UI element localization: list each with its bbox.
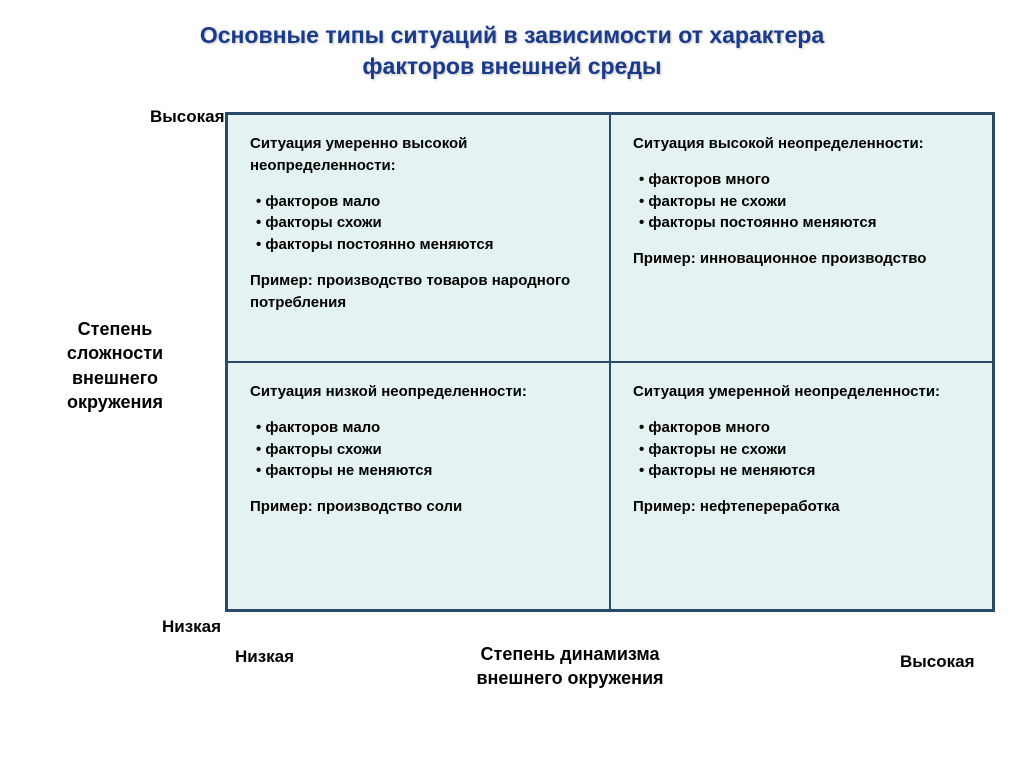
x-axis-low-label: Низкая: [235, 647, 294, 667]
x-axis-high-label: Высокая: [900, 652, 975, 672]
matrix-2x2: Ситуация умеренно высокой неопределеннос…: [225, 112, 995, 612]
title-line1: Основные типы ситуаций в зависимости от …: [200, 22, 824, 48]
cell-example: Пример: инновационное производство: [633, 248, 972, 270]
bullet-item: факторов много: [639, 169, 972, 191]
cell-top-left: Ситуация умеренно высокой неопределеннос…: [227, 114, 610, 362]
x-axis-label: Степень динамизма внешнего окружения: [470, 642, 670, 691]
bullet-item: факторы постоянно меняются: [639, 212, 972, 234]
bullet-item: факторы не схожи: [639, 191, 972, 213]
cell-bottom-right: Ситуация умеренной неопределенности: фак…: [610, 362, 993, 610]
cell-title: Ситуация умеренно высокой неопределеннос…: [250, 133, 589, 177]
cell-title: Ситуация высокой неопределенности:: [633, 133, 972, 155]
cell-bottom-left: Ситуация низкой неопределенности: фактор…: [227, 362, 610, 610]
bullet-list: факторов много факторы не схожи факторы …: [633, 417, 972, 482]
bullet-item: факторов много: [639, 417, 972, 439]
bullet-item: факторы не меняются: [639, 460, 972, 482]
diagram-container: Высокая Степень сложности внешнего окруж…: [30, 107, 994, 747]
y-axis-label: Степень сложности внешнего окружения: [55, 317, 175, 414]
bullet-list: факторов много факторы не схожи факторы …: [633, 169, 972, 234]
cell-example: Пример: производство соли: [250, 496, 589, 518]
bullet-item: факторы постоянно меняются: [256, 234, 589, 256]
bullet-item: факторы не схожи: [639, 439, 972, 461]
y-axis-low-label: Низкая: [162, 617, 221, 637]
y-axis-high-label: Высокая: [150, 107, 225, 127]
cell-title: Ситуация низкой неопределенности:: [250, 381, 589, 403]
cell-example: Пример: производство товаров народного п…: [250, 270, 589, 314]
title-line2: факторов внешней среды: [362, 53, 661, 79]
cell-title: Ситуация умеренной неопределенности:: [633, 381, 972, 403]
bullet-list: факторов мало факторы схожи факторы пост…: [250, 191, 589, 256]
cell-example: Пример: нефтепереработка: [633, 496, 972, 518]
page-title: Основные типы ситуаций в зависимости от …: [30, 20, 994, 82]
bullet-item: факторы не меняются: [256, 460, 589, 482]
bullet-list: факторов мало факторы схожи факторы не м…: [250, 417, 589, 482]
bullet-item: факторы схожи: [256, 439, 589, 461]
bullet-item: факторы схожи: [256, 212, 589, 234]
bullet-item: факторов мало: [256, 191, 589, 213]
bullet-item: факторов мало: [256, 417, 589, 439]
cell-top-right: Ситуация высокой неопределенности: факто…: [610, 114, 993, 362]
